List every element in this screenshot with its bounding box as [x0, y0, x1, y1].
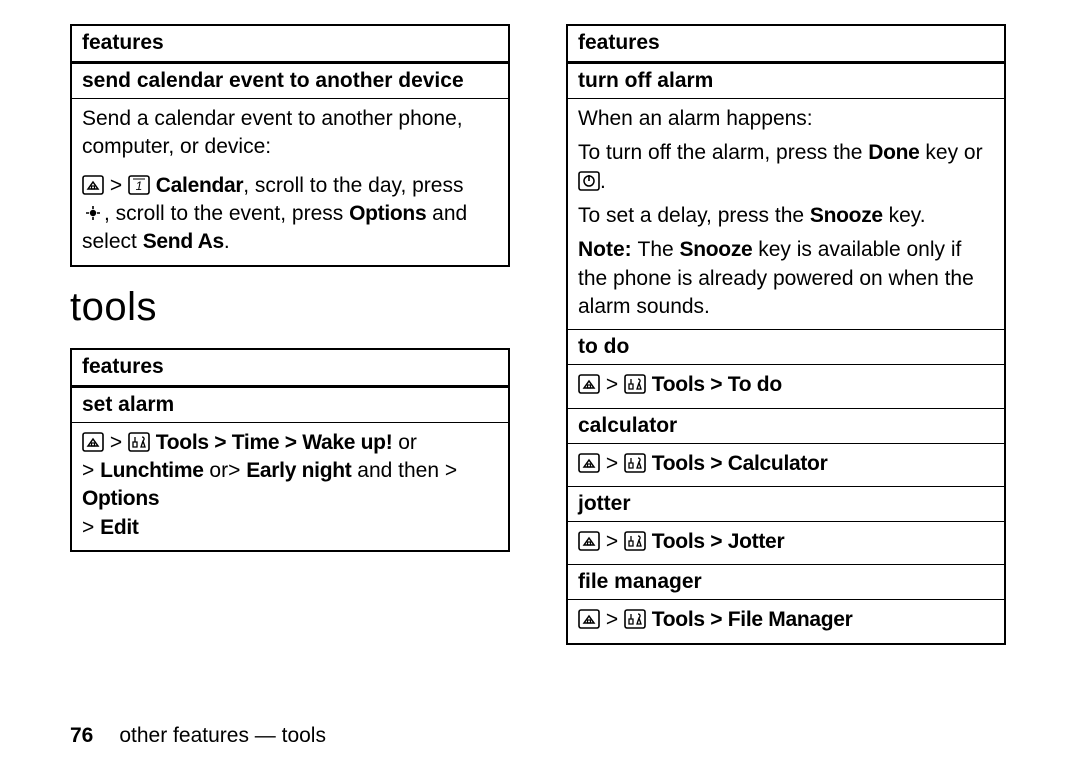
feature-body-file-manager: > Tools > File Manager: [568, 599, 1004, 642]
tail2: , scroll to the event, press: [104, 202, 349, 225]
box-header: features: [568, 26, 1004, 64]
period: .: [224, 230, 230, 253]
gt: >: [606, 373, 618, 396]
edit: Edit: [100, 516, 138, 539]
feature-title-send-calendar: send calendar event to another device: [72, 64, 508, 98]
page-number: 76: [70, 724, 93, 747]
tools-icon: [624, 609, 646, 629]
tail1: , scroll to the day, press: [243, 174, 463, 197]
line1: When an alarm happens:: [578, 105, 994, 133]
feature-body-turn-off-alarm: When an alarm happens: To turn off the a…: [568, 98, 1004, 329]
center-key-icon: [82, 203, 104, 223]
features-box-calendar: features send calendar event to another …: [70, 24, 510, 267]
section-heading-tools: tools: [70, 285, 510, 330]
feature-body-jotter: > Tools > Jotter: [568, 521, 1004, 564]
nav3: >: [82, 516, 100, 539]
feature-title-set-alarm: set alarm: [72, 388, 508, 422]
page-footer: 76 other features — tools: [70, 724, 326, 748]
snooze-key: Snooze: [810, 204, 883, 227]
nav-jotter: Tools > Jotter: [652, 530, 785, 553]
then: and then >: [351, 459, 457, 482]
left-column: features send calendar event to another …: [70, 24, 510, 653]
feature-body-todo: > Tools > To do: [568, 364, 1004, 407]
lunchtime: Lunchtime: [100, 459, 203, 482]
two-column-layout: features send calendar event to another …: [70, 24, 1040, 653]
feature-title-todo: to do: [568, 329, 1004, 364]
feature-title-turn-off-alarm: turn off alarm: [568, 64, 1004, 98]
home-icon: [82, 175, 104, 195]
tools-icon: [624, 374, 646, 394]
gt: >: [110, 174, 122, 197]
nav-calc: Tools > Calculator: [652, 452, 828, 475]
nav-todo: Tools > To do: [652, 373, 782, 396]
note: Note: The Snooze key is available only i…: [578, 236, 994, 321]
feature-title-calculator: calculator: [568, 408, 1004, 443]
calendar-label: Calendar: [156, 174, 243, 197]
nav-filemgr: Tools > File Manager: [652, 608, 853, 631]
box-header: features: [72, 26, 508, 64]
snooze-key2: Snooze: [680, 238, 753, 261]
or1: or: [392, 431, 417, 454]
early: Early night: [246, 459, 351, 482]
line3: To set a delay, press the Snooze key.: [578, 202, 994, 230]
feature-title-file-manager: file manager: [568, 564, 1004, 599]
note-a: The: [638, 238, 680, 261]
options-label: Options: [349, 202, 426, 225]
home-icon: [578, 609, 600, 629]
feature-title-jotter: jotter: [568, 486, 1004, 521]
nav-path: > Calendar, scroll to the day, press , s…: [82, 172, 498, 257]
line3b: key.: [883, 204, 926, 227]
calendar-icon: [128, 175, 150, 195]
gt: >: [606, 608, 618, 631]
features-box-setalarm: features set alarm > Tools > Time > Wake…: [70, 348, 510, 552]
feature-body-send-calendar: Send a calendar event to another phone, …: [72, 98, 508, 265]
nav1: Tools > Time > Wake up!: [156, 431, 393, 454]
manual-page: features send calendar event to another …: [0, 0, 1080, 766]
intro-text: Send a calendar event to another phone, …: [82, 105, 498, 162]
line3a: To set a delay, press the: [578, 204, 810, 227]
or2: or: [204, 459, 229, 482]
options2: Options: [82, 487, 159, 510]
line2c: .: [600, 170, 606, 193]
line2: To turn off the alarm, press the Done ke…: [578, 139, 994, 196]
box-header: features: [72, 350, 508, 388]
home-icon: [578, 453, 600, 473]
home-icon: [578, 374, 600, 394]
tools-icon: [624, 453, 646, 473]
features-box-right: features turn off alarm When an alarm ha…: [566, 24, 1006, 645]
done-key: Done: [868, 141, 919, 164]
feature-body-calculator: > Tools > Calculator: [568, 443, 1004, 486]
gt: >: [606, 452, 618, 475]
right-column: features turn off alarm When an alarm ha…: [566, 24, 1006, 653]
line2a: To turn off the alarm, press the: [578, 141, 868, 164]
line2b: key or: [920, 141, 983, 164]
gt: >: [110, 431, 122, 454]
tools-icon: [128, 432, 150, 452]
footer-text: other features — tools: [119, 724, 326, 747]
home-icon: [578, 531, 600, 551]
power-icon: [578, 171, 600, 191]
home-icon: [82, 432, 104, 452]
tools-icon: [624, 531, 646, 551]
sendas-label: Send As: [143, 230, 224, 253]
gt: >: [606, 530, 618, 553]
nav2b: >: [228, 459, 246, 482]
feature-body-set-alarm: > Tools > Time > Wake up! or > Lunchtime…: [72, 422, 508, 550]
nav2a: >: [82, 459, 100, 482]
note-label: Note:: [578, 238, 638, 261]
